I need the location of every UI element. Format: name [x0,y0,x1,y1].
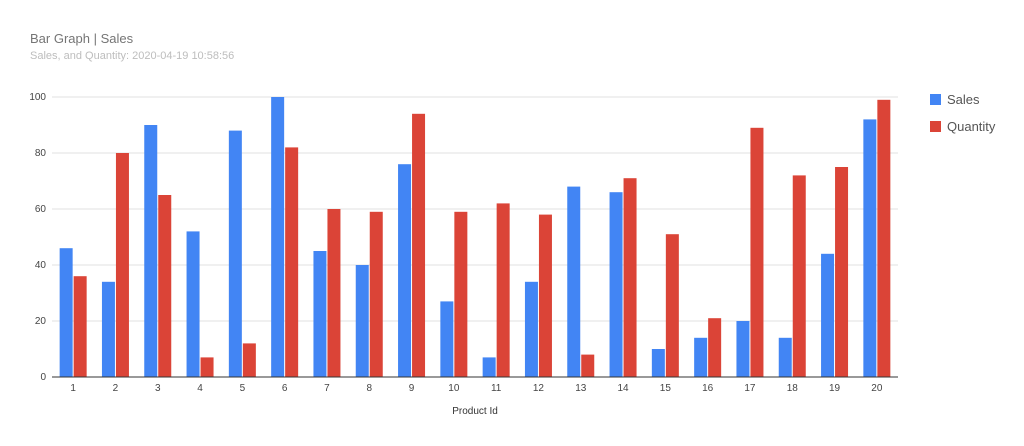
bar-quantity-15[interactable] [665,234,679,377]
bar-sales-5[interactable] [228,130,242,377]
bar-sales-18[interactable] [778,337,792,377]
x-tick-label: 6 [282,383,288,394]
bar-quantity-7[interactable] [327,209,341,377]
y-tick-label: 60 [35,204,47,215]
x-tick-label: 7 [324,383,330,394]
x-tick-label: 4 [197,383,203,394]
bar-quantity-18[interactable] [792,175,806,377]
gridlines [52,96,898,322]
x-tick-label: 3 [155,383,161,394]
bar-sales-19[interactable] [821,253,835,377]
x-tick-label: 13 [575,383,587,394]
bar-quantity-8[interactable] [369,211,383,377]
x-tick-label: 1 [70,383,76,394]
x-tick-label: 12 [533,383,545,394]
bar-quantity-3[interactable] [158,195,172,377]
bars [59,97,891,378]
bar-quantity-5[interactable] [242,343,256,377]
x-tick-label: 10 [448,383,460,394]
chart-title: Bar Graph | Sales [30,31,134,46]
y-tick-label: 0 [40,372,46,383]
bar-sales-3[interactable] [144,125,158,377]
y-axis-ticks: 0 20 40 60 80 100 [29,92,46,383]
x-tick-label: 2 [113,383,119,394]
bar-sales-4[interactable] [186,231,200,377]
y-tick-label: 40 [35,260,47,271]
bar-sales-20[interactable] [863,119,877,378]
y-tick-label: 20 [35,316,47,327]
legend: Sales Quantity [930,92,996,134]
bar-quantity-9[interactable] [412,113,426,378]
x-axis-label: Product Id [452,406,498,417]
bar-sales-13[interactable] [567,186,581,377]
bar-sales-1[interactable] [59,248,73,377]
bar-sales-11[interactable] [482,357,496,377]
bar-quantity-16[interactable] [708,318,722,377]
legend-label-sales: Sales [947,92,980,107]
bar-sales-7[interactable] [313,251,327,377]
legend-swatch-sales [930,94,941,105]
x-tick-label: 9 [409,383,415,394]
x-tick-label: 19 [829,383,841,394]
bar-sales-10[interactable] [440,301,454,377]
bar-quantity-11[interactable] [496,203,510,377]
bar-sales-16[interactable] [694,337,708,377]
bar-quantity-10[interactable] [454,211,468,377]
bar-sales-9[interactable] [398,164,412,377]
bar-quantity-4[interactable] [200,357,214,377]
bar-sales-6[interactable] [271,97,285,377]
x-tick-label: 16 [702,383,714,394]
x-tick-label: 18 [787,383,799,394]
bar-quantity-6[interactable] [285,147,299,377]
bar-quantity-2[interactable] [115,153,129,377]
bar-sales-14[interactable] [609,192,623,377]
chart-subtitle: Sales, and Quantity: 2020-04-19 10:58:56 [30,50,235,62]
bar-quantity-17[interactable] [750,127,764,377]
bar-quantity-13[interactable] [581,354,595,377]
x-axis-ticks: 1 2 3 4 5 6 7 8 9 10 11 12 13 14 15 16 17 18 19 20 [70,383,882,394]
bar-sales-2[interactable] [101,281,115,377]
bar-sales-17[interactable] [736,321,750,377]
x-tick-label: 17 [744,383,756,394]
legend-label-quantity: Quantity [947,119,996,134]
bar-quantity-14[interactable] [623,178,637,377]
x-tick-label: 15 [660,383,672,394]
bar-quantity-20[interactable] [877,99,891,378]
x-tick-label: 11 [491,383,502,394]
y-tick-label: 80 [35,148,47,159]
y-tick-label: 100 [29,92,46,103]
bar-sales-15[interactable] [651,349,665,377]
bar-quantity-1[interactable] [73,276,87,377]
legend-swatch-quantity [930,121,941,132]
x-tick-label: 5 [240,383,246,394]
bar-sales-8[interactable] [355,265,369,377]
bar-sales-12[interactable] [524,281,538,377]
bar-quantity-12[interactable] [538,214,552,377]
bar-quantity-19[interactable] [835,167,849,377]
x-tick-label: 20 [871,383,883,394]
x-tick-label: 8 [366,383,372,394]
x-tick-label: 14 [617,383,629,394]
